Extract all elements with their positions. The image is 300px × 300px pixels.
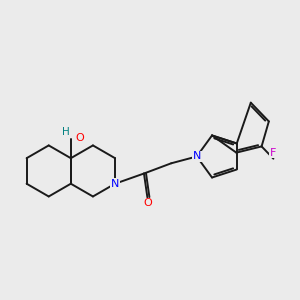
Text: H: H bbox=[62, 127, 70, 137]
Text: F: F bbox=[270, 148, 277, 158]
Text: N: N bbox=[193, 152, 201, 161]
Text: O: O bbox=[143, 199, 152, 208]
Text: N: N bbox=[111, 179, 119, 189]
Text: O: O bbox=[75, 133, 84, 143]
